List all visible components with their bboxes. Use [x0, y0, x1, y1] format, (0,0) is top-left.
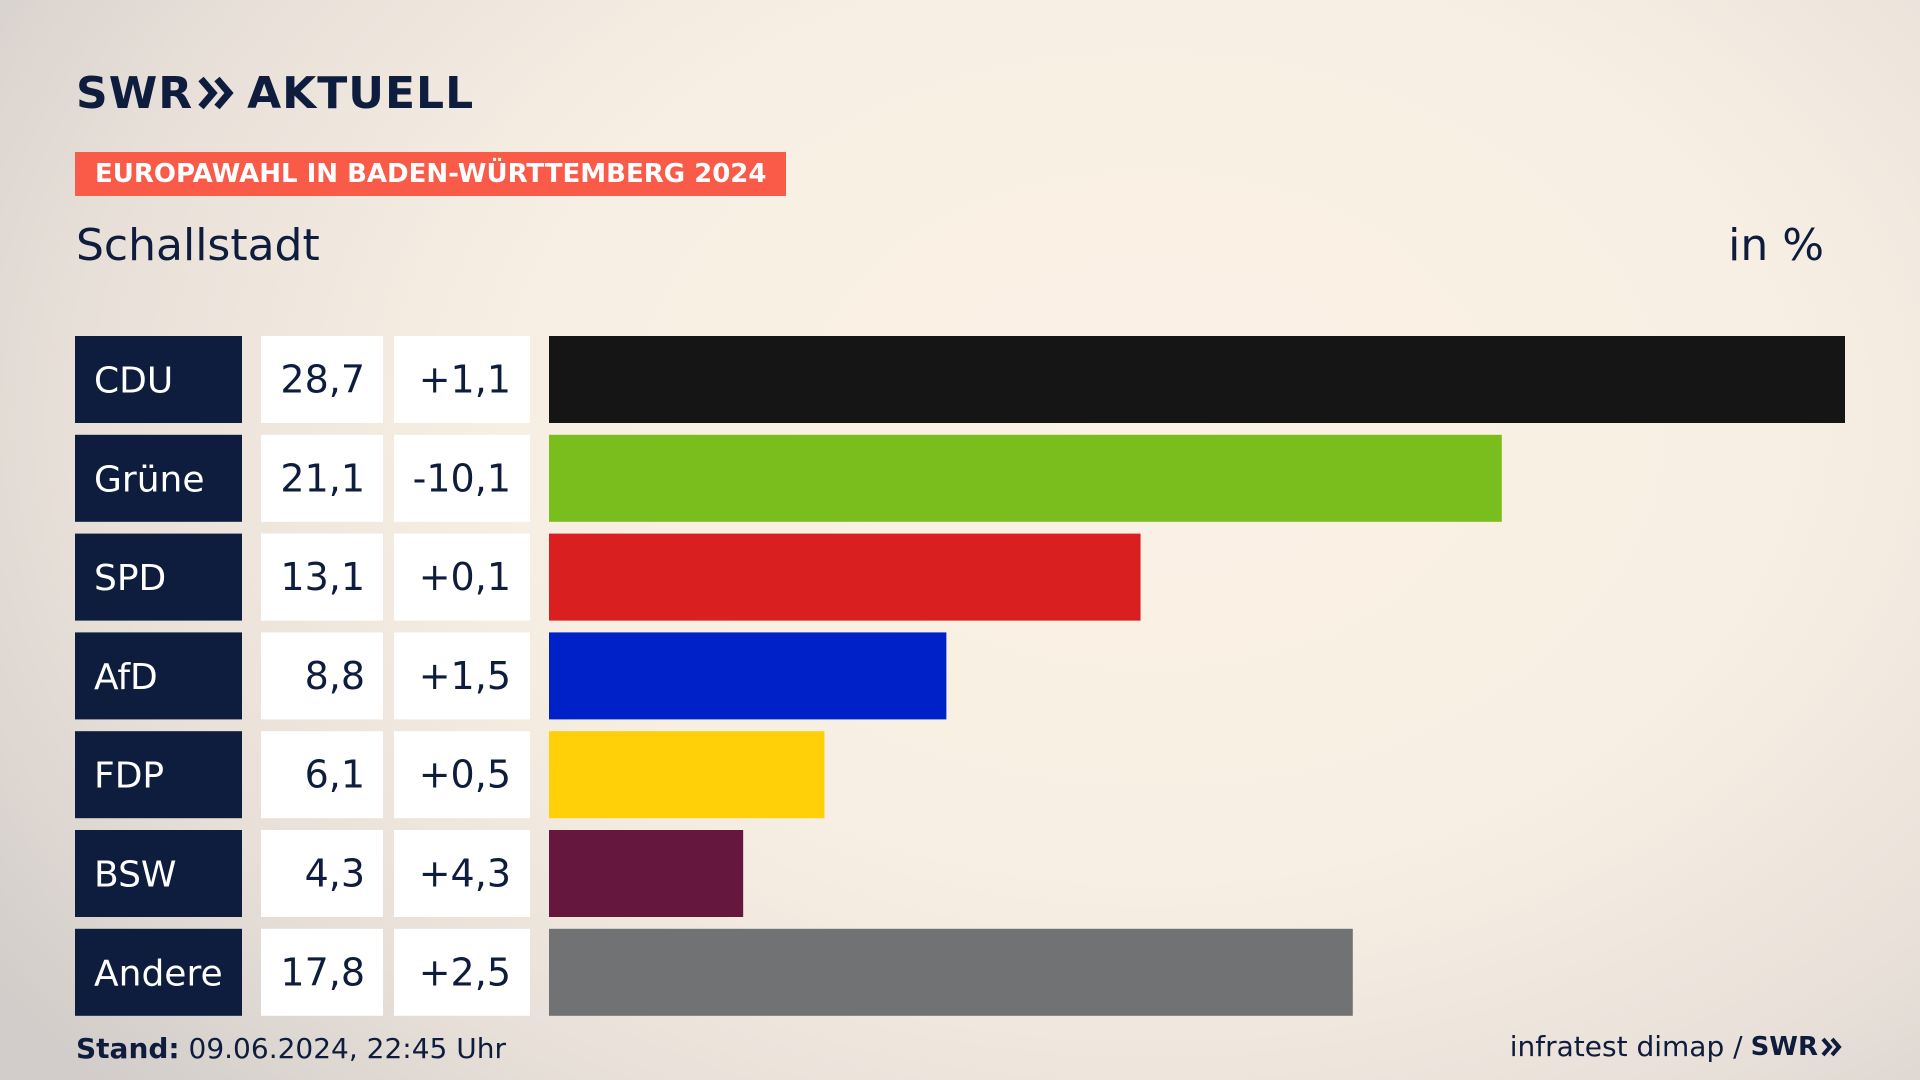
change-box-bsw — [394, 830, 530, 917]
value-box-andere — [261, 928, 383, 1016]
change-label: +0,5 — [419, 753, 511, 797]
party-label-box-cdu — [75, 336, 242, 423]
stand-label: Stand: — [76, 1032, 180, 1065]
value-label: 17,8 — [280, 950, 365, 994]
party-label: Grüne — [94, 459, 204, 500]
party-label: AfD — [94, 657, 158, 698]
logo-swr-text: SWR — [76, 67, 194, 119]
change-box-spd — [394, 533, 530, 621]
election-badge: EUROPAWAHL IN BADEN-WÜRTTEMBERG 2024 — [75, 152, 787, 196]
party-label: Andere — [94, 953, 223, 994]
bar-fdp — [549, 731, 825, 819]
party-label: SPD — [94, 558, 166, 599]
double-chevron-icon — [198, 76, 234, 110]
party-label-box-afd — [75, 632, 242, 720]
party-label-box-fdp — [75, 731, 242, 819]
chart-subtitle: Schallstadt — [76, 220, 320, 271]
value-label: 6,1 — [305, 753, 365, 797]
value-label: 13,1 — [280, 555, 365, 599]
value-box-afd — [261, 632, 383, 720]
party-label: FDP — [94, 756, 164, 797]
change-label: -10,1 — [413, 456, 511, 500]
bar-bsw — [549, 830, 744, 917]
stand-value: 09.06.2024, 22:45 Uhr — [188, 1032, 506, 1065]
bar-gr-ne — [549, 434, 1502, 522]
change-label: +1,5 — [419, 654, 511, 698]
change-box-gr-ne — [394, 434, 530, 522]
value-label: 4,3 — [305, 852, 365, 896]
value-box-spd — [261, 533, 383, 621]
bar-cdu — [549, 336, 1845, 423]
small-double-chevron-icon — [1821, 1037, 1842, 1056]
value-label: 21,1 — [280, 456, 365, 500]
change-label: +4,3 — [419, 852, 511, 896]
source-text: infratest dimap / — [1509, 1030, 1743, 1063]
change-box-andere — [394, 928, 530, 1016]
swr-aktuell-logo: SWR AKTUELL — [76, 67, 475, 119]
party-label-box-andere — [75, 928, 242, 1016]
unit-label: in % — [1728, 220, 1824, 271]
value-box-bsw — [261, 830, 383, 917]
party-label-box-bsw — [75, 830, 242, 917]
party-label: BSW — [94, 855, 177, 896]
value-box-gr-ne — [261, 434, 383, 522]
party-label-box-spd — [75, 533, 242, 621]
source-logo-text: SWR — [1750, 1031, 1818, 1062]
logo-aktuell-text: AKTUELL — [247, 67, 475, 119]
value-label: 28,7 — [280, 358, 365, 402]
party-label: CDU — [94, 361, 173, 402]
change-box-fdp — [394, 731, 530, 819]
value-box-fdp — [261, 731, 383, 819]
timestamp: Stand: 09.06.2024, 22:45 Uhr — [76, 1032, 506, 1065]
party-label-box-gr-ne — [75, 434, 242, 522]
change-box-cdu — [394, 336, 530, 423]
change-label: +0,1 — [419, 555, 511, 599]
change-label: +2,5 — [419, 950, 511, 994]
change-label: +1,1 — [419, 358, 511, 402]
bar-spd — [549, 533, 1141, 621]
bar-andere — [549, 928, 1353, 1016]
change-box-afd — [394, 632, 530, 720]
value-label: 8,8 — [305, 654, 365, 698]
bar-afd — [549, 632, 947, 720]
value-box-cdu — [261, 336, 383, 423]
source-credit: infratest dimap / SWR — [1510, 1030, 1844, 1063]
